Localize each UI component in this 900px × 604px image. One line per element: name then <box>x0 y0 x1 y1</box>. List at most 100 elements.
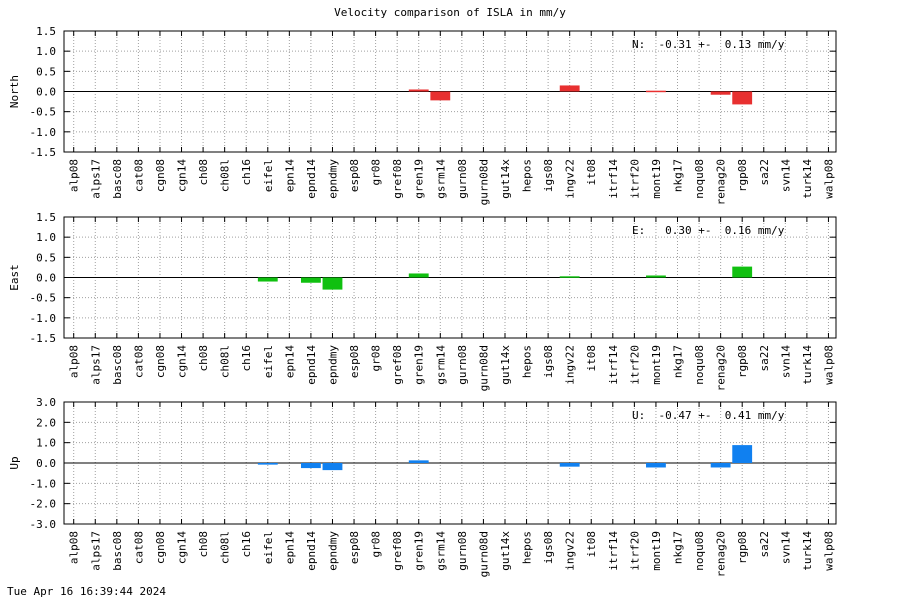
x-tick-label: nkg17 <box>672 345 685 378</box>
x-tick-label: walp08 <box>822 159 835 199</box>
x-tick-label: gurn08 <box>456 159 469 199</box>
y-tick-label: 3.0 <box>36 396 56 409</box>
bar-mont19 <box>646 90 666 93</box>
x-tick-label: gr08 <box>370 531 383 558</box>
x-tick-label: gurn08 <box>456 345 469 385</box>
x-tick-label: nkg17 <box>672 159 685 192</box>
x-tick-label: itrf14 <box>607 345 620 385</box>
y-axis-label: North <box>8 75 21 108</box>
x-tick-label: epn14 <box>283 345 296 378</box>
x-tick-label: cgn14 <box>176 345 189 378</box>
x-tick-label: itrf20 <box>628 531 641 571</box>
y-tick-label: -1.5 <box>30 332 57 345</box>
x-tick-label: walp08 <box>822 345 835 385</box>
x-tick-label: epnd14 <box>305 531 318 571</box>
x-tick-label: svn14 <box>779 531 792 564</box>
y-tick-label: 1.0 <box>36 437 56 450</box>
bar-rgp08 <box>732 266 753 278</box>
x-tick-label: epndmy <box>326 159 339 199</box>
x-tick-label: epn14 <box>283 159 296 192</box>
x-tick-label: igs08 <box>542 159 555 192</box>
x-tick-label: turk14 <box>801 531 814 571</box>
x-tick-label: gren19 <box>413 345 426 385</box>
x-tick-label: ch16 <box>240 345 253 372</box>
x-tick-label: it08 <box>585 159 598 186</box>
x-tick-label: gut14x <box>499 159 512 199</box>
x-tick-label: ch16 <box>240 159 253 186</box>
panel-north: -1.5 -1.0 -0.5 0.0 0.5 1.0 1.5 alp08 alps17 basc0… <box>8 25 837 205</box>
x-tick-label: gurn08d <box>477 345 490 391</box>
x-tick-label: eifel <box>262 531 275 564</box>
y-tick-label: 1.5 <box>36 25 56 38</box>
y-tick-label: 1.0 <box>36 45 56 58</box>
x-tick-label: rgp08 <box>736 345 749 378</box>
bar-ingv22 <box>559 85 580 92</box>
bar-gren19 <box>408 273 429 278</box>
x-tick-label: eifel <box>262 345 275 378</box>
x-tick-label: cat08 <box>132 159 145 192</box>
y-axis-label: Up <box>8 456 21 469</box>
bar-eifel <box>257 463 278 465</box>
x-tick-label: hepos <box>521 345 534 378</box>
x-tick-label: gren19 <box>413 531 426 571</box>
y-tick-label: -1.0 <box>30 312 57 325</box>
x-tick-label: gr08 <box>370 159 383 186</box>
x-tick-label: gr08 <box>370 345 383 372</box>
x-tick-label: rgp08 <box>736 159 749 192</box>
x-tick-label: renag20 <box>715 531 728 577</box>
panel-up: -3.0 -2.0 -1.0 0.0 1.0 2.0 3.0 alp08 alps17 basc0… <box>8 396 837 577</box>
x-tick-label: ch16 <box>240 531 253 558</box>
bar-mont19 <box>646 275 666 278</box>
bar-renag20 <box>710 91 731 95</box>
x-tick-label: cgn08 <box>154 159 167 192</box>
x-tick-label: mont19 <box>650 531 663 571</box>
y-tick-label: -1.0 <box>30 126 57 139</box>
x-tick-label: nkg17 <box>672 531 685 564</box>
velocity-annotation: E: 0.30 +- 0.16 mm/y <box>632 224 785 237</box>
y-tick-label: 1.0 <box>36 231 56 244</box>
x-tick-label: sa22 <box>758 531 771 558</box>
x-tick-label: it08 <box>585 345 598 372</box>
bar-epndmy <box>322 277 343 290</box>
x-tick-label: itrf14 <box>607 531 620 571</box>
x-tick-label: svn14 <box>779 159 792 192</box>
chart-title: Velocity comparison of ISLA in mm/y <box>334 6 566 19</box>
x-tick-label: alp08 <box>68 531 81 564</box>
x-tick-label: hepos <box>521 159 534 192</box>
x-tick-label: gurn08d <box>477 531 490 577</box>
x-tick-label: rgp08 <box>736 531 749 564</box>
x-tick-label: itrf14 <box>607 159 620 199</box>
x-tick-label: turk14 <box>801 345 814 385</box>
y-tick-label: 1.5 <box>36 211 56 224</box>
x-tick-label: alps17 <box>89 159 102 199</box>
bar-rgp08 <box>732 91 753 105</box>
bar-ingv22 <box>559 276 580 278</box>
plot-frame <box>63 30 837 153</box>
x-tick-label: gurn08 <box>456 531 469 571</box>
bar-mont19 <box>646 463 666 468</box>
x-tick-label: ch08 <box>197 159 210 186</box>
plot-frame <box>63 401 837 525</box>
x-tick-label: alps17 <box>89 345 102 385</box>
x-tick-label: ch08l <box>219 345 232 378</box>
bar-gren19 <box>408 89 429 92</box>
bar-rgp08 <box>732 445 753 463</box>
x-tick-label: epndmy <box>326 531 339 571</box>
x-tick-label: ch08 <box>197 531 210 558</box>
x-tick-label: noqu08 <box>693 345 706 385</box>
velocity-annotation: U: -0.47 +- 0.41 mm/y <box>632 409 785 422</box>
x-tick-label: walp08 <box>822 531 835 571</box>
x-tick-label: renag20 <box>715 345 728 391</box>
timestamp: Tue Apr 16 16:39:44 2024 <box>7 585 166 598</box>
y-axis-label: East <box>8 264 21 291</box>
panel-east: -1.5 -1.0 -0.5 0.0 0.5 1.0 1.5 alp08 alps17 basc0… <box>8 211 837 391</box>
x-tick-label: noqu08 <box>693 159 706 199</box>
x-tick-label: it08 <box>585 531 598 558</box>
x-tick-label: basc08 <box>111 345 124 385</box>
x-tick-label: esp08 <box>348 159 361 192</box>
y-tick-label: 2.0 <box>36 416 56 429</box>
x-tick-label: ingv22 <box>564 159 577 199</box>
y-tick-label: -0.5 <box>30 106 57 119</box>
x-tick-label: ch08l <box>219 159 232 192</box>
